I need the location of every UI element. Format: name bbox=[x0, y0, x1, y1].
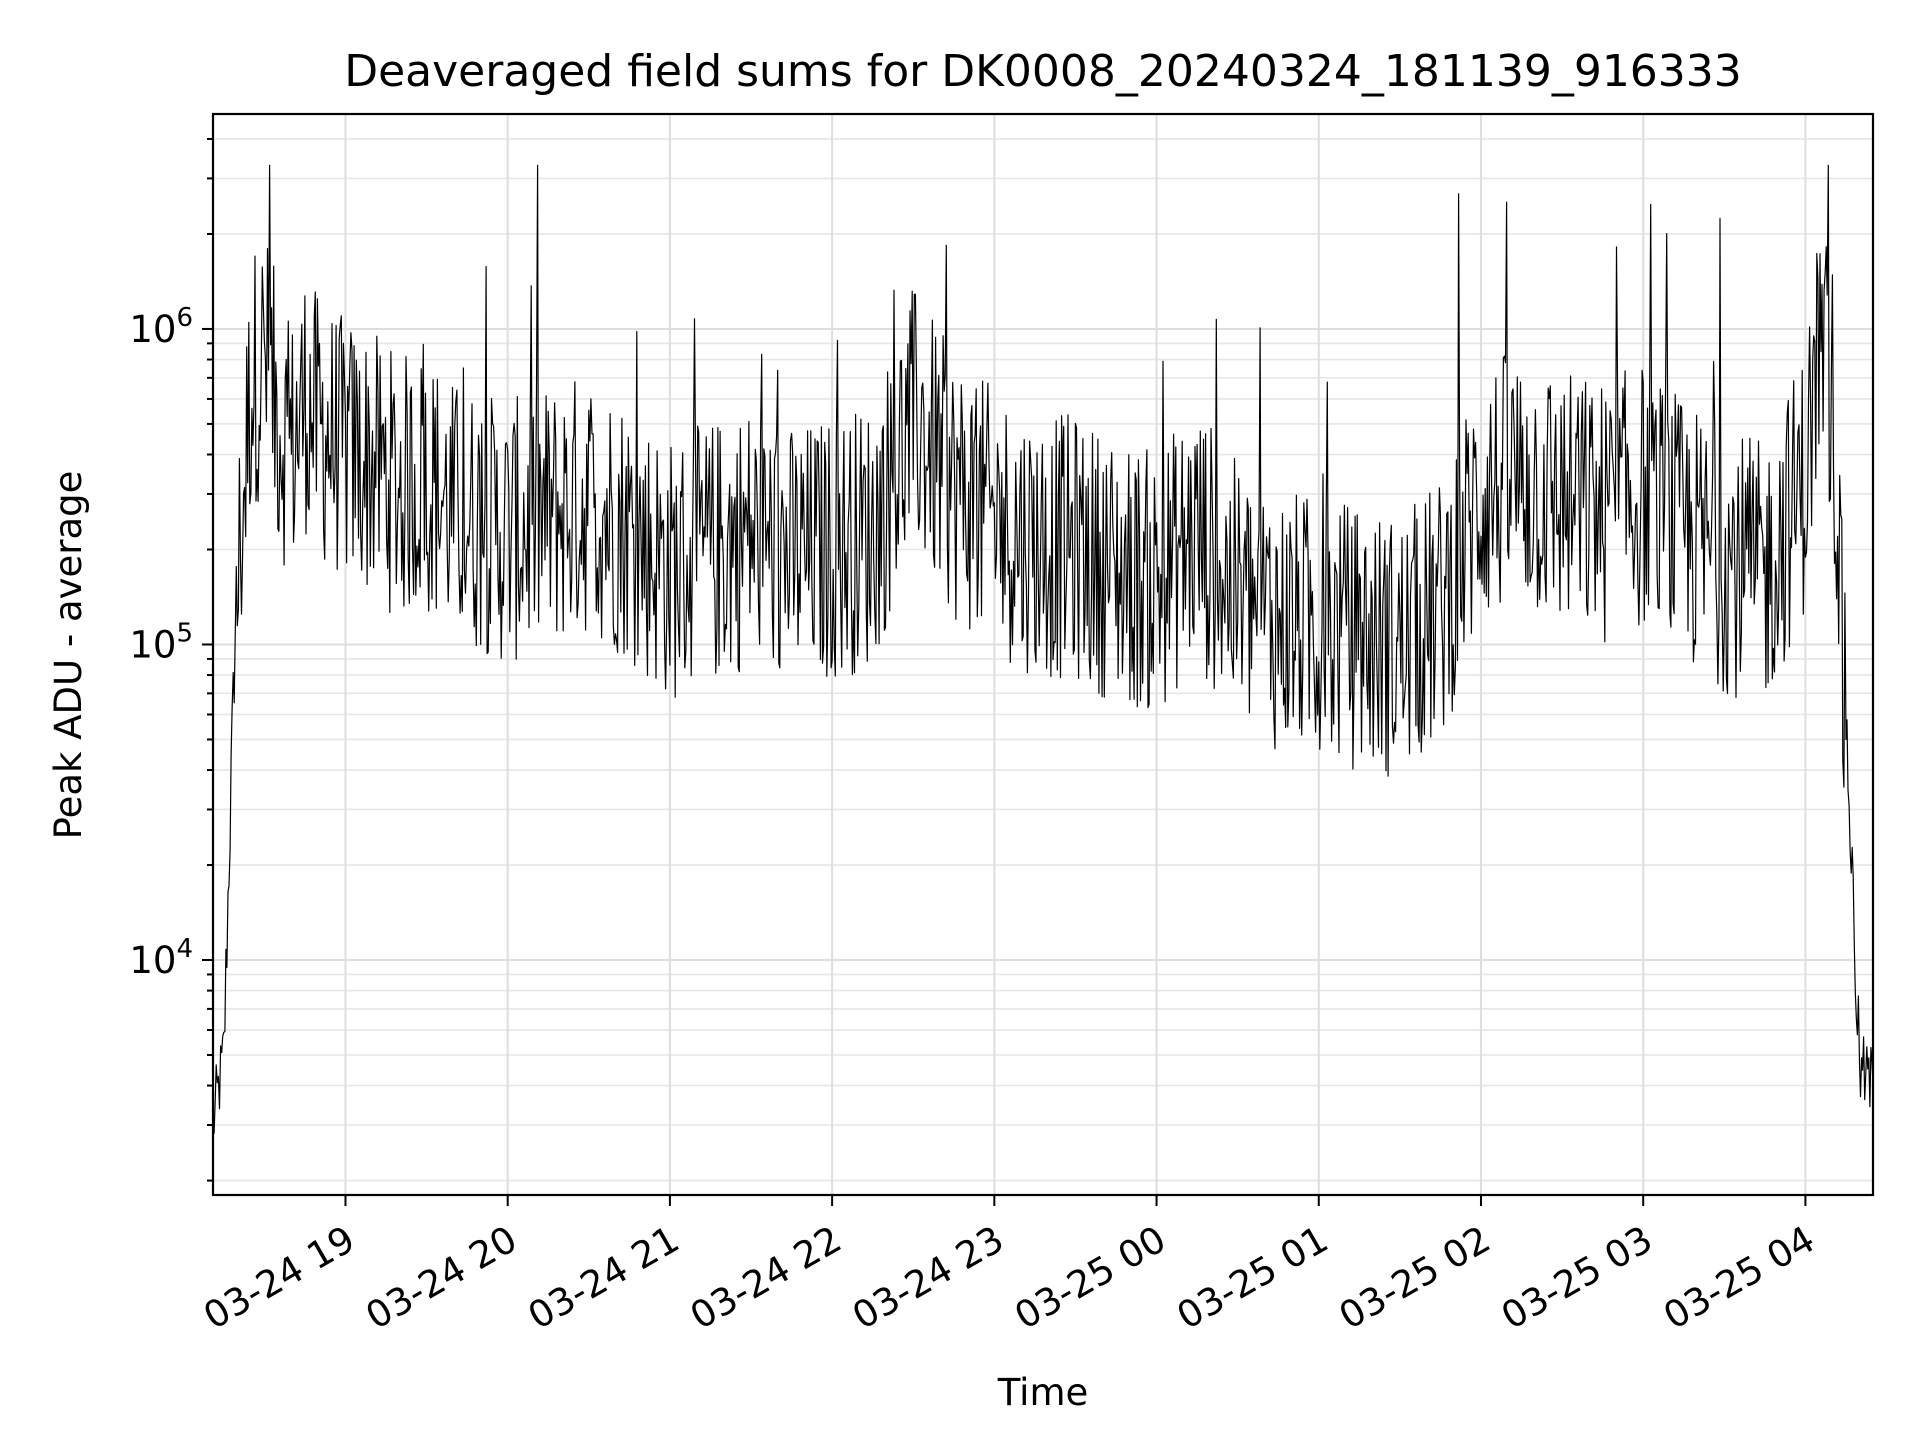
x-tick-label: 03-25 03 bbox=[1494, 1218, 1660, 1338]
x-tick-label: 03-24 19 bbox=[196, 1218, 362, 1338]
x-tick-label: 03-24 23 bbox=[845, 1218, 1011, 1338]
y-axis-label: Peak ADU - average bbox=[47, 471, 90, 840]
series-line-0 bbox=[212, 164, 1874, 1134]
series-layer bbox=[212, 164, 1874, 1134]
y-tick-label: 106 bbox=[129, 303, 193, 351]
x-tick-label: 03-24 22 bbox=[683, 1218, 849, 1338]
x-tick-label: 03-25 02 bbox=[1332, 1218, 1498, 1338]
x-tick-label: 03-25 00 bbox=[1007, 1218, 1173, 1338]
y-tick-label: 105 bbox=[129, 618, 193, 666]
x-tick-label: 03-24 20 bbox=[359, 1218, 525, 1338]
x-tick-label: 03-24 21 bbox=[521, 1218, 687, 1338]
x-axis-label: Time bbox=[997, 1371, 1089, 1414]
chart-title: Deaveraged field sums for DK0008_2024032… bbox=[344, 46, 1742, 97]
x-tick-label: 03-25 01 bbox=[1170, 1218, 1336, 1338]
x-tick-label: 03-25 04 bbox=[1656, 1218, 1822, 1338]
grid bbox=[213, 114, 1873, 1195]
plot-frame bbox=[211, 112, 1875, 1197]
y-tick-label: 104 bbox=[129, 934, 193, 982]
